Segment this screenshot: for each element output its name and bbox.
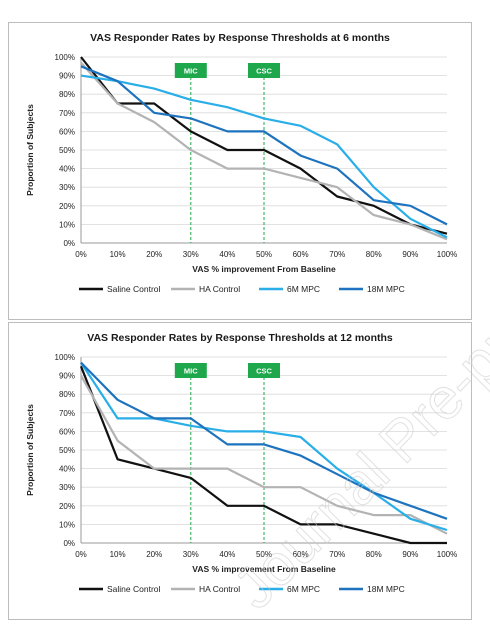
x-tick-label: 10% xyxy=(110,250,126,259)
threshold-badge-label: MIC xyxy=(184,367,198,376)
legend-label: 18M MPC xyxy=(367,284,405,294)
legend-label: 18M MPC xyxy=(367,584,405,594)
y-tick-label: 40% xyxy=(59,165,75,174)
x-tick-label: 60% xyxy=(293,250,309,259)
y-tick-label: 80% xyxy=(59,90,75,99)
x-tick-label: 60% xyxy=(293,550,309,559)
x-tick-label: 50% xyxy=(256,250,272,259)
threshold-badge-label: CSC xyxy=(256,67,272,76)
y-tick-label: 80% xyxy=(59,390,75,399)
legend-label: 6M MPC xyxy=(287,584,320,594)
threshold-badge-mic xyxy=(174,63,207,78)
x-tick-label: 100% xyxy=(437,550,457,559)
x-tick-label: 40% xyxy=(219,550,235,559)
threshold-badge-csc xyxy=(248,363,280,378)
y-tick-label: 20% xyxy=(59,502,75,511)
y-tick-label: 100% xyxy=(55,53,75,62)
legend-label: HA Control xyxy=(199,584,240,594)
y-tick-label: 50% xyxy=(59,446,75,455)
y-tick-label: 0% xyxy=(63,539,75,548)
x-axis-label: VAS % improvement From Baseline xyxy=(192,564,336,574)
threshold-badge-csc xyxy=(248,63,280,78)
x-tick-label: 100% xyxy=(437,250,457,259)
x-tick-label: 70% xyxy=(329,550,345,559)
chart-panel-12-months: VAS Responder Rates by Response Threshol… xyxy=(8,322,472,620)
y-tick-label: 20% xyxy=(59,202,75,211)
x-tick-label: 20% xyxy=(146,550,162,559)
y-tick-label: 10% xyxy=(59,220,75,229)
x-tick-label: 90% xyxy=(402,250,418,259)
y-tick-label: 100% xyxy=(55,353,75,362)
series-line-18m-mpc xyxy=(80,361,448,520)
series-line-ha-control xyxy=(80,375,448,535)
legend-label: 6M MPC xyxy=(287,284,320,294)
series-line-18m-mpc xyxy=(80,65,448,226)
x-tick-label: 80% xyxy=(366,250,382,259)
x-tick-label: 20% xyxy=(146,250,162,259)
series-line-ha-control xyxy=(80,61,448,241)
series-line-6m-mpc xyxy=(80,361,448,532)
legend-label: HA Control xyxy=(199,284,240,294)
y-axis-label: Proportion of Subjects xyxy=(25,404,35,496)
chart-title: VAS Responder Rates by Response Threshol… xyxy=(90,32,390,44)
x-tick-label: 30% xyxy=(183,550,199,559)
y-tick-label: 50% xyxy=(59,146,75,155)
legend-label: Saline Control xyxy=(107,284,161,294)
threshold-badge-label: MIC xyxy=(184,67,198,76)
y-tick-label: 30% xyxy=(59,183,75,192)
x-tick-label: 90% xyxy=(402,550,418,559)
chart-panel-6-months: VAS Responder Rates by Response Threshol… xyxy=(8,22,472,320)
threshold-badge-label: CSC xyxy=(256,367,272,376)
series-line-6m-mpc xyxy=(80,74,448,239)
y-tick-label: 70% xyxy=(59,109,75,118)
x-tick-label: 50% xyxy=(256,550,272,559)
y-axis-label: Proportion of Subjects xyxy=(25,104,35,196)
chart-6-months: VAS Responder Rates by Response Threshol… xyxy=(25,32,457,294)
y-tick-label: 10% xyxy=(59,520,75,529)
x-tick-label: 30% xyxy=(183,250,199,259)
y-tick-label: 90% xyxy=(59,372,75,381)
y-tick-label: 70% xyxy=(59,409,75,418)
chart-title: VAS Responder Rates by Response Threshol… xyxy=(87,332,393,344)
x-tick-label: 0% xyxy=(75,250,87,259)
x-tick-label: 70% xyxy=(329,250,345,259)
chart-12-months: VAS Responder Rates by Response Threshol… xyxy=(25,332,457,594)
series-line-saline-control xyxy=(79,365,447,545)
y-tick-label: 60% xyxy=(59,427,75,436)
x-axis-label: VAS % improvement From Baseline xyxy=(192,264,336,274)
x-tick-label: 80% xyxy=(366,550,382,559)
legend-label: Saline Control xyxy=(107,584,161,594)
y-tick-label: 0% xyxy=(63,239,75,248)
y-tick-label: 30% xyxy=(59,483,75,492)
x-tick-label: 0% xyxy=(75,550,87,559)
threshold-badge-mic xyxy=(174,363,207,378)
y-tick-label: 60% xyxy=(59,127,75,136)
x-tick-label: 40% xyxy=(219,250,235,259)
y-tick-label: 90% xyxy=(59,72,75,81)
x-tick-label: 10% xyxy=(110,550,126,559)
y-tick-label: 40% xyxy=(59,465,75,474)
